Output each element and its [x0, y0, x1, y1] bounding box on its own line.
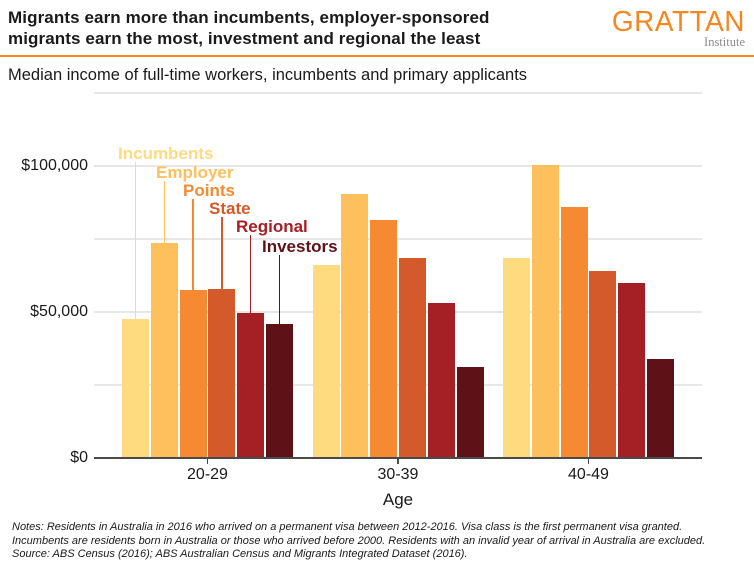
bar-state-20-29	[208, 288, 236, 458]
gridline-100000	[94, 165, 702, 167]
chart-notes: Notes: Residents in Australia in 2016 wh…	[12, 521, 706, 560]
legend-label-points: Points	[183, 181, 235, 200]
legend-leader-regional	[249, 235, 252, 314]
bar-regional-30-39	[427, 303, 455, 458]
bar-investors-40-49	[647, 358, 674, 458]
bar-incumbents-30-39	[312, 265, 340, 458]
x-tick-label-30-39: 30-39	[377, 466, 419, 483]
gridline-75000	[94, 238, 702, 240]
y-axis-label-100000: $100,000	[21, 157, 88, 174]
bar-points-20-29	[179, 290, 207, 458]
legend-label-incumbents: Incumbents	[118, 144, 214, 163]
grouped-bar-chart: $0 $50,000 $100,000 20-29 30-39 40-49 Age Incum…	[21, 92, 702, 509]
bar-incumbents-20-29	[122, 319, 149, 458]
x-tick-label-40-49: 40-49	[568, 466, 609, 483]
legend-leader-points	[192, 199, 194, 291]
chart-subtitle: Median income of full-time workers, incu…	[8, 66, 528, 84]
bar-points-30-39	[370, 220, 398, 458]
bar-employer-40-49	[531, 164, 559, 458]
legend-leader-investors	[278, 255, 281, 324]
bar-employer-20-29	[150, 243, 178, 458]
x-tick-40-49	[587, 459, 590, 464]
x-axis-title: Age	[382, 490, 414, 509]
gridline-25000	[94, 384, 702, 386]
gridline-50000	[94, 311, 702, 313]
legend-leader-incumbents	[134, 162, 137, 320]
grattan-logo-wordmark: GRATTAN	[611, 4, 745, 38]
legend-leader-employer	[163, 181, 166, 244]
bar-incumbents-40-49	[503, 257, 530, 458]
legend-leader-state	[221, 217, 223, 289]
orange-divider	[0, 55, 754, 57]
bar-regional-20-29	[237, 313, 265, 458]
x-tick-30-39	[397, 459, 399, 464]
page-title: Migrants earn more than incumbents, empl…	[8, 8, 490, 48]
x-tick-label-20-29: 20-29	[187, 466, 228, 483]
bar-points-40-49	[560, 206, 588, 458]
bar-regional-40-49	[618, 282, 646, 458]
legend-label-investors: Investors	[262, 237, 338, 256]
x-tick-20-29	[206, 459, 209, 464]
bar-investors-20-29	[266, 323, 293, 458]
bar-state-40-49	[589, 271, 617, 458]
legend-label-state: State	[209, 199, 251, 218]
gridline-125000	[94, 92, 702, 94]
y-axis-label-0: $0	[70, 449, 88, 466]
legend-label-employer: Employer	[156, 163, 234, 182]
y-axis-label-50000: $50,000	[30, 303, 88, 320]
x-axis-line	[94, 457, 702, 459]
bar-investors-30-39	[456, 367, 484, 458]
legend-label-regional: Regional	[236, 217, 308, 236]
bar-employer-30-39	[341, 193, 369, 458]
grattan-logo-institute: Institute	[704, 35, 745, 49]
grattan-logo: GRATTAN Institute	[611, 4, 745, 49]
bar-state-30-39	[398, 257, 426, 458]
